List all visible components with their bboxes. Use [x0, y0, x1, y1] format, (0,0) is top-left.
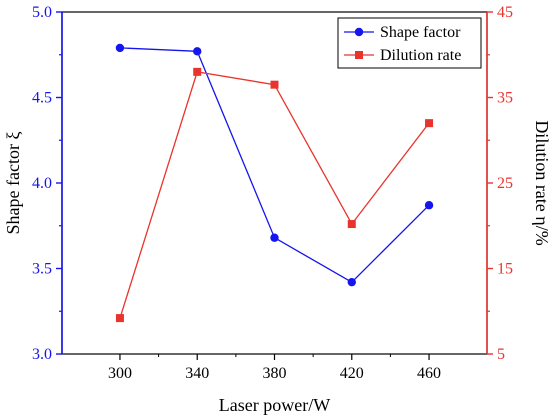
series-layer	[115, 43, 434, 323]
shape-factor-point	[270, 233, 279, 242]
legend: Shape factor Dilution rate	[337, 17, 482, 69]
x-tick-label: 340	[185, 365, 209, 382]
left-y-tick-label: 4.0	[32, 175, 52, 192]
legend-shape-factor-label: Shape factor	[380, 24, 461, 41]
x-tick-label: 420	[340, 365, 364, 382]
left-y-tick-label: 4.5	[32, 90, 52, 107]
legend-shape-factor-marker	[354, 27, 364, 37]
shape-factor-point	[115, 43, 125, 53]
dilution-rate-line	[119, 71, 430, 319]
shape-factor-point	[424, 201, 434, 210]
right-y-tick-label: 15	[497, 261, 513, 278]
right-y-tick-label: 35	[497, 90, 513, 107]
dilution-rate-point	[347, 220, 356, 229]
shape-factor-point	[347, 277, 356, 287]
dilution-rate-point	[425, 119, 434, 128]
legend-box	[337, 17, 482, 69]
left-y-tick-label: 3.0	[32, 346, 52, 363]
shape-factor-point	[193, 47, 202, 56]
right-y-axis-title: Dilution rate η/%	[532, 120, 550, 245]
x-tick-label: 380	[263, 365, 287, 382]
dilution-rate-point	[270, 80, 279, 89]
axes-layer: 300 340 380 420 460 Laser power/W 3.0 3.5 4.0 4.5…	[3, 4, 550, 415]
left-y-tick-label: 5.0	[32, 4, 52, 21]
legend-dilution-rate-label: Dilution rate	[380, 47, 461, 64]
x-tick-label: 460	[417, 365, 441, 382]
right-y-tick-label: 5	[497, 346, 505, 363]
left-y-axis-title: Shape factor ξ	[3, 132, 23, 235]
dilution-rate-point	[115, 314, 124, 323]
x-tick-label: 300	[108, 365, 132, 382]
right-y-tick-label: 45	[497, 4, 513, 21]
left-y-tick-label: 3.5	[32, 261, 52, 278]
right-y-tick-label: 25	[497, 175, 513, 192]
dilution-rate-point	[193, 67, 202, 76]
x-axis-title: Laser power/W	[219, 395, 330, 415]
legend-dilution-rate-marker	[355, 51, 363, 59]
